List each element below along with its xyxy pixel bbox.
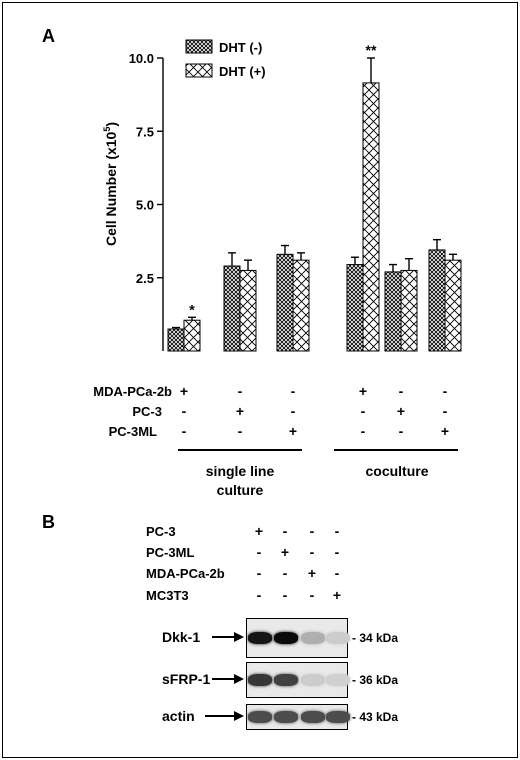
condition-sign: + <box>397 403 405 419</box>
condition-sign: - <box>238 383 243 399</box>
bar <box>362 82 380 352</box>
blot-band <box>326 711 350 723</box>
error-bars <box>172 57 457 330</box>
bar <box>400 269 418 352</box>
y-ticks: 10.0 7.5 5.0 2.5 <box>129 51 163 286</box>
condition-sign: - <box>399 423 404 439</box>
condition-sign: + <box>289 423 297 439</box>
panel-a-chart: A 10.0 7.5 5.0 2.5 Cell Number (x105) DHT (… <box>42 26 462 498</box>
condition-sign: - <box>399 383 404 399</box>
condition-sign: - <box>238 423 243 439</box>
condition-sign: + <box>441 423 449 439</box>
blot-strip <box>246 662 350 698</box>
blot-strip <box>246 704 350 730</box>
blot-band <box>301 711 325 723</box>
group-label: coculture <box>365 463 428 479</box>
bar <box>384 271 402 352</box>
bar <box>428 249 446 352</box>
condition-sign: + <box>180 383 188 399</box>
legend-label: DHT (+) <box>219 64 266 79</box>
blot-band <box>248 632 272 644</box>
bar <box>183 319 201 352</box>
bar <box>223 265 241 352</box>
blot-band <box>274 711 298 723</box>
legend: DHT (-) DHT (+) <box>185 39 266 79</box>
condition-sign: - <box>443 383 448 399</box>
legend-swatch <box>185 39 213 54</box>
group-label: culture <box>217 482 264 498</box>
condition-label: PC-3 <box>132 404 162 419</box>
blot-band <box>274 632 298 644</box>
y-tick-label: 5.0 <box>136 198 154 213</box>
bar <box>346 264 364 352</box>
legend-label: DHT (-) <box>219 40 262 55</box>
blot-band <box>326 632 350 644</box>
blot-band <box>301 632 325 644</box>
panel-a-label: A <box>42 26 55 46</box>
bar <box>239 269 257 352</box>
bar <box>276 253 294 352</box>
significance-marks: *** <box>189 42 377 317</box>
condition-label: MDA-PCa-2b <box>93 384 172 399</box>
condition-table: MDA-PCa-2b + - - + - - PC-3 - + - - + - PC-3ML - - + - - + <box>93 383 449 439</box>
bars <box>167 82 462 352</box>
condition-sign: + <box>236 403 244 419</box>
condition-sign: - <box>443 403 448 419</box>
condition-sign: - <box>361 423 366 439</box>
y-tick-label: 2.5 <box>136 271 154 286</box>
bar <box>292 259 310 352</box>
group-label: single line <box>206 463 275 479</box>
condition-sign: - <box>182 403 187 419</box>
blot-band <box>274 674 298 686</box>
condition-sign: + <box>359 383 367 399</box>
y-tick-label: 10.0 <box>129 51 154 66</box>
blot-band <box>248 674 272 686</box>
condition-sign: - <box>291 403 296 419</box>
y-axis-label: Cell Number (x105) <box>102 122 119 246</box>
blot-band <box>326 674 350 686</box>
y-tick-label: 7.5 <box>136 124 154 139</box>
condition-label: PC-3ML <box>109 424 157 439</box>
group-labels: single line culture coculture <box>178 449 458 498</box>
blot-band <box>248 711 272 723</box>
condition-sign: - <box>182 423 187 439</box>
bar <box>444 259 462 352</box>
condition-sign: - <box>361 403 366 419</box>
significance-mark: * <box>189 301 195 317</box>
blot-strip <box>246 618 350 658</box>
legend-swatch <box>185 63 213 78</box>
blot-band <box>301 674 325 686</box>
condition-sign: - <box>291 383 296 399</box>
significance-mark: ** <box>366 42 377 58</box>
bar <box>167 328 185 352</box>
